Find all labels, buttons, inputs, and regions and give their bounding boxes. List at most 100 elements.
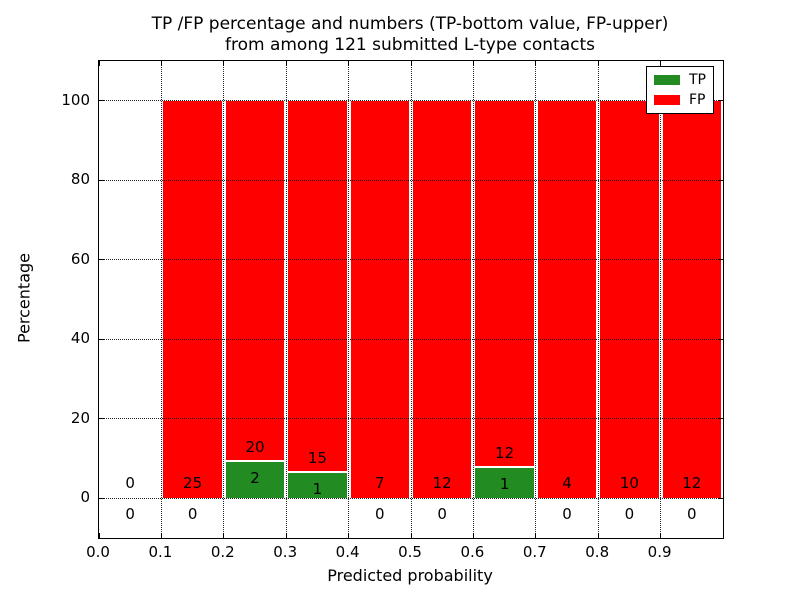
fp-count-label: 0 <box>125 474 135 493</box>
x-tick <box>160 533 162 538</box>
tp-count-label: 0 <box>187 505 198 524</box>
x-tick-label: 0.4 <box>335 543 360 561</box>
h-gridline <box>99 259 723 261</box>
y-tick-label: 80 <box>70 170 90 189</box>
x-tick-label: 0.0 <box>86 543 110 561</box>
x-tick <box>223 533 225 538</box>
fp-count-label: 12 <box>432 474 452 493</box>
x-tick-top <box>348 61 350 66</box>
x-tick <box>535 533 537 538</box>
legend-item-tp: TP <box>654 72 706 88</box>
y-tick <box>99 418 104 420</box>
x-tick-label: 0.2 <box>210 543 235 561</box>
tp-count-label: 1 <box>312 480 323 499</box>
tp-count-label: 0 <box>687 505 697 524</box>
tp-bar <box>225 462 285 499</box>
fp-count-label: 25 <box>183 474 203 493</box>
legend-label-tp: TP <box>689 72 706 88</box>
x-tick-label: 0.1 <box>148 543 173 561</box>
fp-bar <box>163 100 222 499</box>
legend: TP FP <box>646 66 714 114</box>
fp-bar <box>600 100 659 499</box>
y-tick-right <box>718 100 723 102</box>
x-tick <box>660 533 662 538</box>
tp-count-label: 0 <box>375 505 385 524</box>
y-tick-right <box>718 338 723 340</box>
y-tick <box>99 179 104 181</box>
x-tick <box>410 533 412 538</box>
x-tick-top <box>535 61 537 66</box>
fp-bar <box>288 100 347 472</box>
chart-title-line1: TP /FP percentage and numbers (TP-bottom… <box>151 14 669 34</box>
h-gridline <box>99 179 723 181</box>
h-gridline <box>99 418 723 420</box>
x-tick-top <box>660 61 662 66</box>
v-gridline <box>410 61 412 538</box>
v-gridline <box>285 61 287 538</box>
fp-count-label: 15 <box>307 449 327 468</box>
tp-swatch-icon <box>654 75 680 85</box>
x-axis-label: Predicted probability <box>327 566 493 585</box>
tp-count-label: 0 <box>624 505 635 524</box>
tp-count-label: 1 <box>499 474 510 493</box>
chart-title-line2: from among 121 submitted L-type contacts <box>224 35 595 55</box>
x-tick-top <box>98 61 100 66</box>
tp-count-label: 0 <box>437 505 447 524</box>
y-axis-label: Percentage <box>14 252 34 344</box>
fp-count-label: 12 <box>495 443 515 462</box>
legend-item-fp: FP <box>654 92 706 108</box>
plot-area: 0 0 25 0 20 2 15 1 7 0 12 0 12 1 4 0 10 0 12 0 <box>98 60 724 539</box>
fp-bar <box>662 100 721 499</box>
fp-bar <box>537 100 597 499</box>
v-gridline <box>535 61 537 538</box>
x-tick-label: 0.5 <box>398 543 422 561</box>
x-tick-label: 0.7 <box>522 543 547 561</box>
y-tick <box>99 259 104 261</box>
fp-count-label: 10 <box>619 474 639 493</box>
tp-bar <box>288 473 347 499</box>
y-tick-right <box>718 259 723 261</box>
tp-count-label: 0 <box>562 505 572 524</box>
x-tick <box>597 533 599 538</box>
x-tick-label: 0.9 <box>647 543 672 561</box>
y-tick-right <box>718 418 723 420</box>
y-tick-right <box>718 497 723 499</box>
x-tick-top <box>285 61 287 66</box>
x-tick-top <box>472 61 474 66</box>
y-tick-label: 100 <box>61 90 90 109</box>
fp-count-label: 12 <box>682 474 702 493</box>
h-gridline <box>99 100 723 102</box>
tp-count-label: 2 <box>250 469 260 488</box>
x-tick <box>98 533 100 538</box>
y-tick-label: 20 <box>70 408 90 427</box>
fp-swatch-icon <box>654 95 680 105</box>
v-gridline <box>348 61 350 538</box>
h-gridline <box>99 497 723 499</box>
x-tick-label: 0.3 <box>273 543 298 561</box>
x-tick-top <box>160 61 162 66</box>
x-tick-top <box>410 61 412 66</box>
fp-bar <box>350 100 409 499</box>
y-tick-label: 40 <box>70 329 90 348</box>
x-tick-top <box>597 61 599 66</box>
tp-bar <box>475 467 534 499</box>
x-tick <box>285 533 287 538</box>
fp-count-label: 4 <box>562 474 572 493</box>
y-tick <box>99 497 104 499</box>
v-gridline <box>472 61 474 538</box>
legend-label-fp: FP <box>689 92 706 108</box>
v-gridline <box>223 61 225 538</box>
fp-bar <box>225 100 285 461</box>
x-tick-label: 0.6 <box>460 543 485 561</box>
y-tick-label: 60 <box>70 249 90 268</box>
y-tick <box>99 338 104 340</box>
x-tick-top <box>223 61 225 66</box>
fp-bar <box>475 100 534 466</box>
fp-count-label: 20 <box>245 438 265 457</box>
fp-bar <box>413 100 472 499</box>
y-tick <box>99 100 104 102</box>
x-tick <box>348 533 350 538</box>
x-tick <box>472 533 474 538</box>
v-gridline <box>597 61 599 538</box>
